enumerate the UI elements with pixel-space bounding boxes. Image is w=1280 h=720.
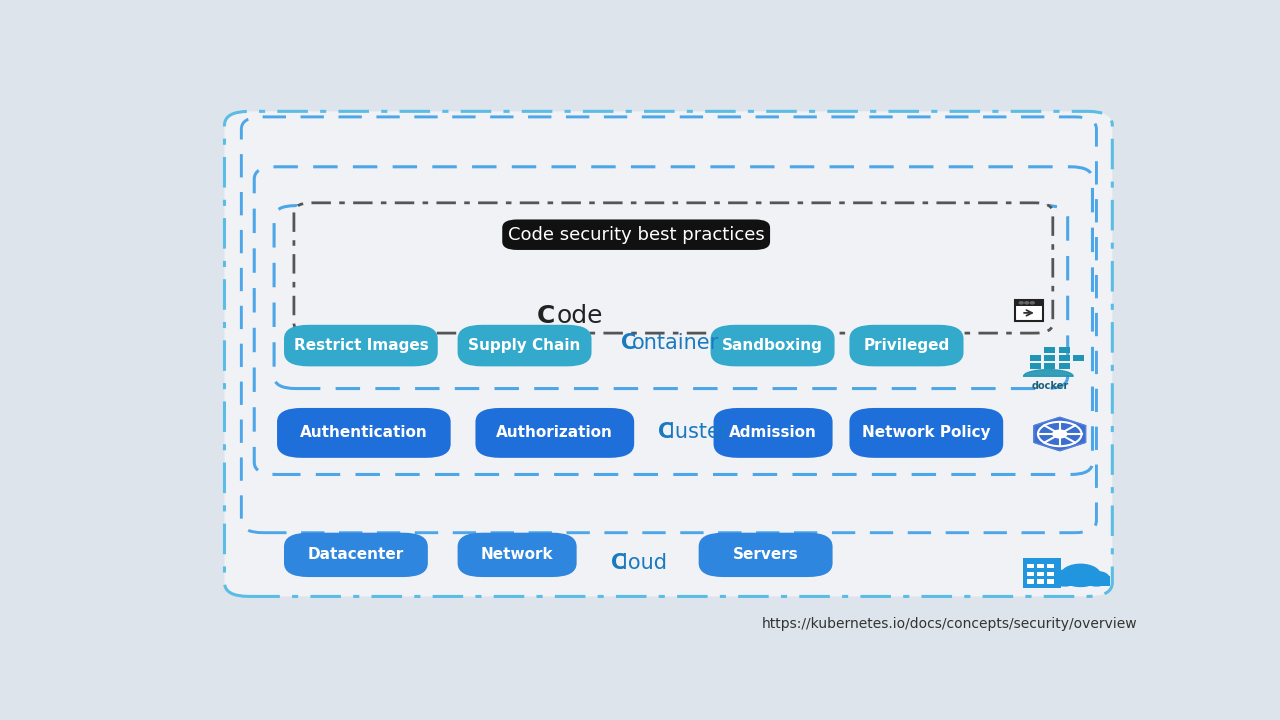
FancyBboxPatch shape: [850, 408, 1004, 458]
FancyBboxPatch shape: [1023, 557, 1061, 588]
Text: Admission: Admission: [730, 426, 817, 441]
Circle shape: [1051, 570, 1079, 586]
Text: Servers: Servers: [732, 547, 799, 562]
FancyBboxPatch shape: [1037, 580, 1044, 584]
Polygon shape: [1034, 418, 1085, 451]
FancyBboxPatch shape: [1027, 580, 1034, 584]
Circle shape: [1030, 302, 1034, 304]
Text: Sandboxing: Sandboxing: [722, 338, 823, 353]
FancyBboxPatch shape: [1027, 564, 1034, 568]
FancyBboxPatch shape: [1047, 572, 1053, 576]
FancyBboxPatch shape: [713, 408, 832, 458]
Text: loud: loud: [622, 553, 667, 573]
Text: Authentication: Authentication: [300, 426, 428, 441]
Text: C: C: [658, 423, 673, 442]
Text: Code security best practices: Code security best practices: [508, 225, 764, 243]
FancyBboxPatch shape: [224, 112, 1112, 596]
FancyBboxPatch shape: [1030, 355, 1041, 361]
Text: C: C: [538, 305, 556, 328]
FancyBboxPatch shape: [458, 533, 576, 577]
Text: https://kubernetes.io/docs/concepts/security/overview: https://kubernetes.io/docs/concepts/secu…: [762, 617, 1137, 631]
FancyBboxPatch shape: [255, 167, 1093, 474]
FancyBboxPatch shape: [1051, 577, 1110, 587]
Text: luster: luster: [669, 423, 728, 442]
FancyBboxPatch shape: [1073, 355, 1084, 361]
Text: Supply Chain: Supply Chain: [468, 338, 581, 353]
FancyBboxPatch shape: [699, 533, 832, 577]
FancyBboxPatch shape: [274, 206, 1068, 389]
Text: ode: ode: [557, 305, 603, 328]
FancyBboxPatch shape: [1047, 580, 1053, 584]
FancyBboxPatch shape: [1030, 363, 1041, 369]
FancyBboxPatch shape: [1015, 300, 1043, 321]
FancyBboxPatch shape: [1059, 347, 1070, 353]
Text: C: C: [621, 333, 636, 353]
Text: Network Policy: Network Policy: [861, 426, 991, 441]
FancyBboxPatch shape: [1044, 355, 1055, 361]
FancyBboxPatch shape: [475, 408, 634, 458]
Text: docker: docker: [1032, 382, 1069, 392]
FancyBboxPatch shape: [1047, 564, 1053, 568]
FancyBboxPatch shape: [1015, 300, 1043, 306]
Text: ontainer: ontainer: [632, 333, 719, 353]
Text: Authorization: Authorization: [497, 426, 613, 441]
FancyBboxPatch shape: [276, 408, 451, 458]
FancyBboxPatch shape: [1027, 572, 1034, 576]
FancyBboxPatch shape: [1059, 355, 1070, 361]
FancyBboxPatch shape: [1037, 564, 1044, 568]
Text: Privileged: Privileged: [863, 338, 950, 353]
FancyBboxPatch shape: [294, 203, 1053, 333]
FancyBboxPatch shape: [1044, 347, 1055, 353]
FancyBboxPatch shape: [284, 325, 438, 366]
FancyBboxPatch shape: [502, 220, 771, 250]
FancyBboxPatch shape: [1044, 363, 1055, 369]
Circle shape: [1025, 302, 1029, 304]
Circle shape: [1084, 572, 1110, 586]
FancyBboxPatch shape: [284, 533, 428, 577]
Text: Restrict Images: Restrict Images: [293, 338, 429, 353]
Text: C: C: [612, 553, 627, 573]
Text: Network: Network: [481, 547, 553, 562]
FancyBboxPatch shape: [850, 325, 964, 366]
FancyBboxPatch shape: [1059, 363, 1070, 369]
FancyBboxPatch shape: [710, 325, 835, 366]
FancyBboxPatch shape: [458, 325, 591, 366]
Circle shape: [1061, 564, 1101, 587]
Circle shape: [1053, 430, 1066, 438]
FancyBboxPatch shape: [1037, 572, 1044, 576]
Text: Datacenter: Datacenter: [307, 547, 404, 562]
Circle shape: [1019, 302, 1023, 304]
